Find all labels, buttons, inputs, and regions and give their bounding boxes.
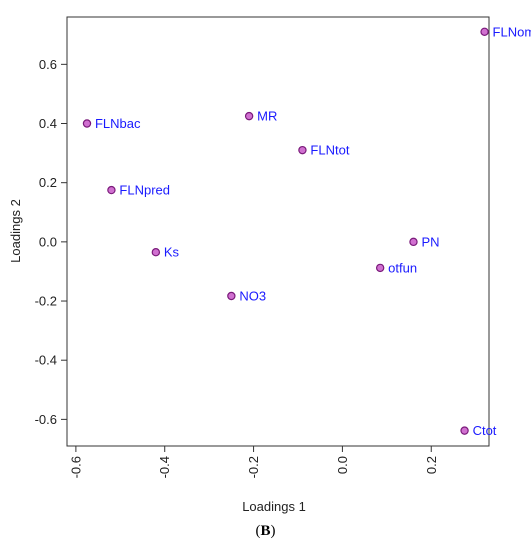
point-label: Ks xyxy=(164,245,180,260)
data-point xyxy=(375,263,385,273)
x-axis-title: Loadings 1 xyxy=(242,499,306,514)
panel-label-letter: B xyxy=(260,523,271,539)
y-tick-label: -0.4 xyxy=(35,353,57,368)
x-tick-label: -0.2 xyxy=(246,456,261,478)
point-label: otfun xyxy=(388,260,417,275)
x-tick-label: 0.0 xyxy=(335,456,350,474)
data-point xyxy=(480,27,489,36)
plot-frame xyxy=(66,16,490,447)
point-label: FLNbac xyxy=(95,116,141,131)
y-tick-label: 0.4 xyxy=(39,116,57,131)
y-tick-label: 0.2 xyxy=(39,175,57,190)
x-tick-label: -0.4 xyxy=(157,456,172,478)
panel-label-close: ) xyxy=(270,523,276,539)
data-point xyxy=(151,248,161,257)
y-axis-title: Loadings 2 xyxy=(8,199,23,263)
data-point xyxy=(227,291,236,301)
scatter-chart: -0.6 -0.4 -0.2 0.0 0.2 -0.6 -0.4 -0.2 0.0 0.2 0.4… xyxy=(8,16,531,514)
data-point xyxy=(409,237,418,247)
point-label: FLNom xyxy=(493,24,531,39)
x-tick-label: 0.2 xyxy=(424,456,439,474)
point-label: Ctot xyxy=(473,423,497,438)
panel-label-open: ( xyxy=(255,523,261,539)
data-points: FLNom FLNbac MR FLNtot FLNpred PN Ks otfun NO3 Ct… xyxy=(82,24,531,438)
y-axis: -0.6 -0.4 -0.2 0.0 0.2 0.4 0.6 xyxy=(35,57,67,427)
x-tick-label: -0.6 xyxy=(68,456,83,478)
y-tick-label: 0.6 xyxy=(39,57,57,72)
point-label: FLNtot xyxy=(310,143,349,158)
data-point xyxy=(82,119,92,128)
data-point xyxy=(107,185,116,195)
point-label: MR xyxy=(257,109,277,124)
y-tick-label: 0.0 xyxy=(39,234,57,249)
panel-label: (B) xyxy=(0,523,531,540)
data-point xyxy=(298,145,307,155)
y-tick-label: -0.2 xyxy=(35,294,57,309)
y-tick-label: -0.6 xyxy=(35,412,57,427)
x-axis: -0.6 -0.4 -0.2 0.0 0.2 xyxy=(68,446,439,478)
data-point xyxy=(244,111,254,121)
point-label: FLNpred xyxy=(119,183,170,198)
point-label: NO3 xyxy=(239,288,266,303)
point-label: PN xyxy=(421,234,439,249)
data-point xyxy=(460,426,469,435)
